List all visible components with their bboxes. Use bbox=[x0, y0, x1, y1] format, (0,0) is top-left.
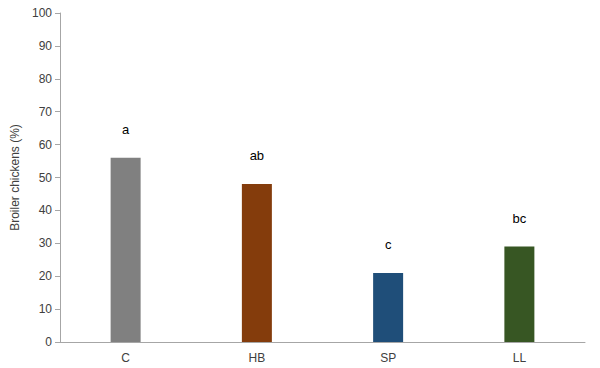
svg-text:90: 90 bbox=[39, 39, 53, 53]
svg-text:SP: SP bbox=[380, 351, 396, 365]
svg-text:60: 60 bbox=[39, 138, 53, 152]
svg-text:LL: LL bbox=[513, 351, 527, 365]
svg-text:70: 70 bbox=[39, 105, 53, 119]
svg-text:0: 0 bbox=[45, 335, 52, 349]
svg-text:80: 80 bbox=[39, 72, 53, 86]
svg-text:HB: HB bbox=[249, 351, 266, 365]
svg-text:Broiler chickens (%): Broiler chickens (%) bbox=[8, 124, 22, 231]
svg-text:100: 100 bbox=[32, 6, 52, 20]
svg-text:c: c bbox=[385, 237, 392, 252]
svg-text:30: 30 bbox=[39, 236, 53, 250]
svg-text:ab: ab bbox=[250, 148, 264, 163]
svg-text:20: 20 bbox=[39, 269, 53, 283]
svg-text:bc: bc bbox=[513, 211, 527, 226]
svg-text:40: 40 bbox=[39, 203, 53, 217]
svg-text:a: a bbox=[122, 122, 130, 137]
svg-text:C: C bbox=[121, 351, 130, 365]
svg-text:10: 10 bbox=[39, 302, 53, 316]
svg-text:50: 50 bbox=[39, 171, 53, 185]
